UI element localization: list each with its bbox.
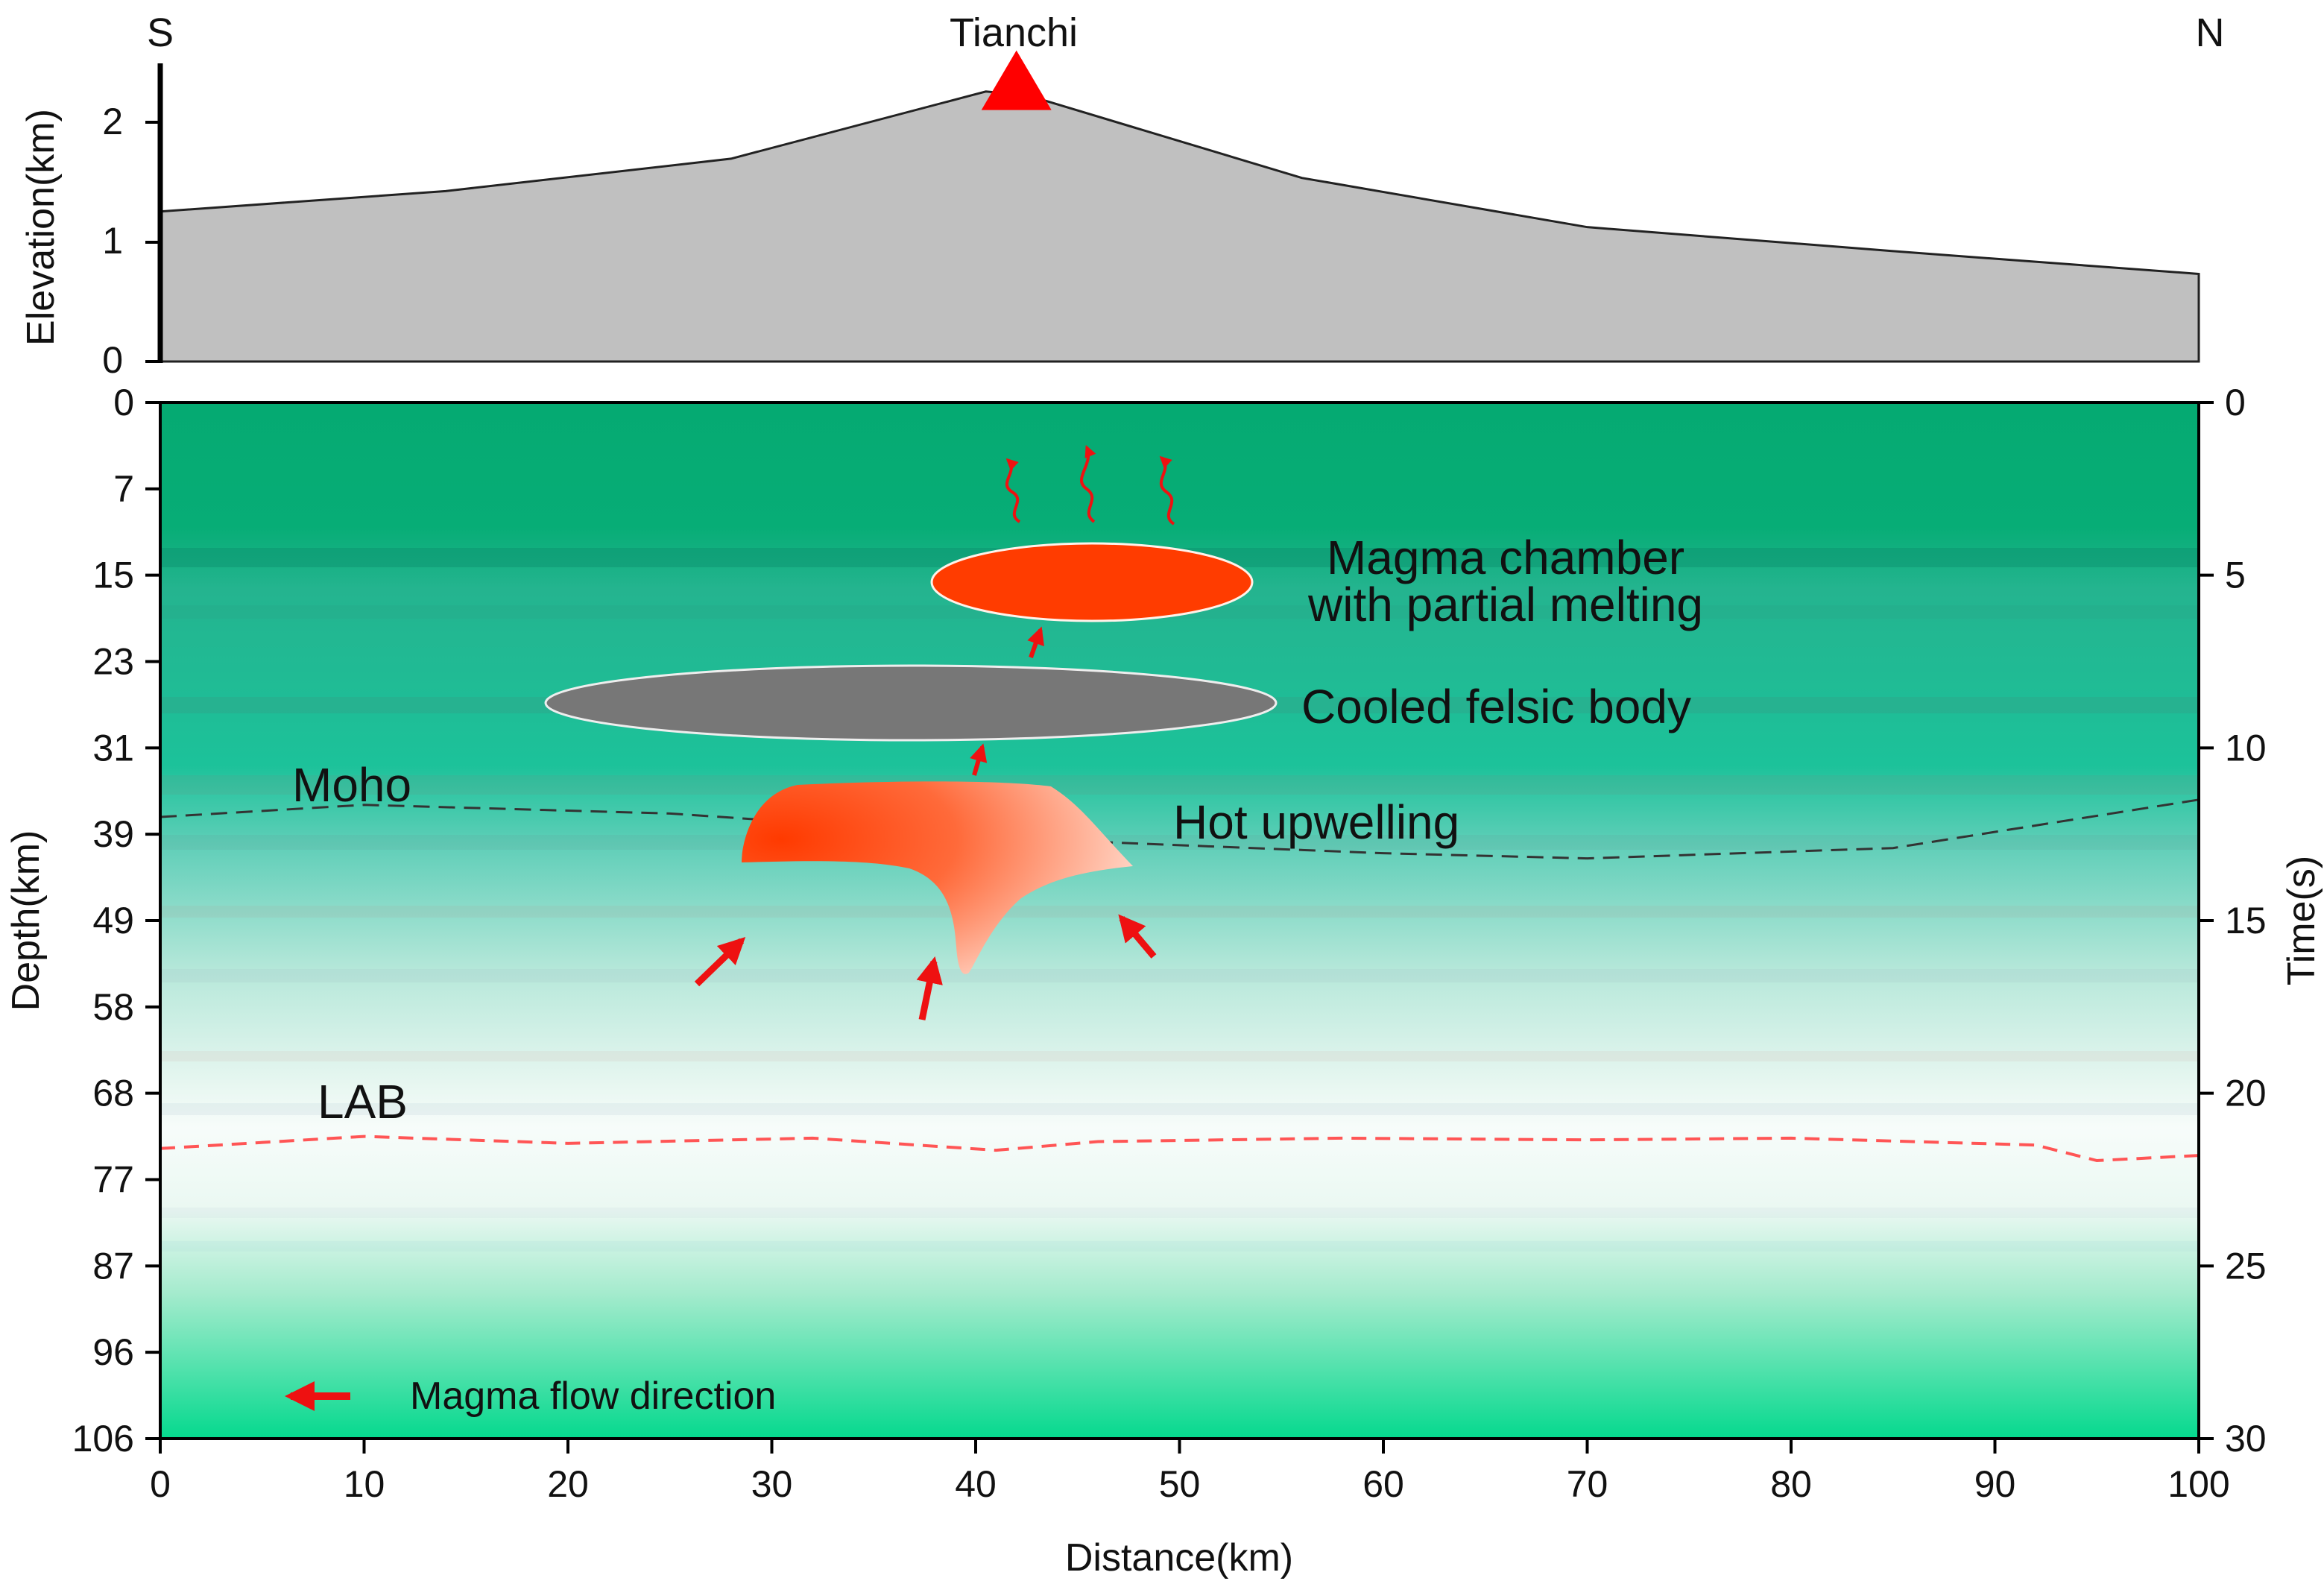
- section-panel: Magma chamber with partial melting Coole…: [159, 401, 2200, 1440]
- depth-tick-label: 39: [92, 813, 134, 855]
- depth-tick-label: 96: [92, 1331, 134, 1373]
- legend-label: Magma flow direction: [410, 1375, 776, 1418]
- time-tick-label: 10: [2225, 727, 2267, 769]
- distance-tick-label: 20: [547, 1463, 589, 1505]
- distance-tick-label: 50: [1159, 1463, 1201, 1505]
- depth-tick-label: 23: [92, 641, 134, 683]
- magma-chamber: [930, 542, 1254, 622]
- depth-tick-label: 77: [92, 1159, 134, 1201]
- magma-chamber-label-line2: with partial melting: [1307, 578, 1703, 631]
- distance-tick-label: 100: [2167, 1463, 2229, 1505]
- depth-tick-label: 31: [92, 727, 134, 769]
- volcano-triangle-icon: [981, 50, 1052, 110]
- distance-axis-title: Distance(km): [1065, 1536, 1293, 1580]
- distance-tick-label: 60: [1362, 1463, 1404, 1505]
- elevation-panel: 0 1 2 Elevation(km) S N Tianchi: [19, 10, 2225, 381]
- distance-tick-label: 40: [955, 1463, 997, 1505]
- depth-axis: 0 7 15 23 31 39 49 58 68 77 87 96 106: [72, 382, 160, 1459]
- depth-tick-label: 106: [72, 1418, 134, 1459]
- hot-upwelling-label: Hot upwelling: [1173, 795, 1459, 849]
- flow-arrow-center: [916, 956, 943, 1020]
- heat-wave-arrow-3: [1159, 455, 1175, 526]
- time-tick-label: 0: [2225, 382, 2246, 423]
- flow-arrow-upwelling-to-felsic: [970, 743, 988, 776]
- elevation-tick-label-0: 0: [102, 339, 123, 381]
- time-axis-title: Time(s): [2280, 856, 2323, 985]
- moho-label: Moho: [292, 758, 411, 812]
- elevation-profile-fill: [159, 90, 2200, 363]
- elevation-axis-title: Elevation(km): [19, 109, 63, 346]
- time-tick-label: 5: [2225, 555, 2246, 596]
- time-tick-label: 15: [2225, 900, 2267, 941]
- time-tick-label: 25: [2225, 1245, 2267, 1287]
- volcano-label: Tianchi: [950, 10, 1078, 55]
- cooled-felsic-label: Cooled felsic body: [1301, 680, 1691, 733]
- distance-tick-label: 70: [1567, 1463, 1608, 1505]
- flow-arrow-felsic-to-chamber: [1027, 626, 1044, 658]
- moho-dashed-line: [160, 798, 2200, 860]
- lab-dashed-line: [160, 1135, 2200, 1163]
- depth-axis-title: Depth(km): [4, 830, 48, 1012]
- heat-wave-arrows: [1005, 445, 1175, 526]
- north-label: N: [2196, 10, 2225, 55]
- distance-tick-label: 80: [1770, 1463, 1812, 1505]
- depth-tick-label: 87: [92, 1245, 134, 1287]
- time-tick-label: 20: [2225, 1073, 2267, 1114]
- elevation-tick-label-1: 1: [102, 220, 123, 262]
- time-axis: 0 5 10 15 20 25 30: [2199, 382, 2267, 1459]
- distance-tick-label: 0: [150, 1463, 171, 1505]
- distance-tick-label: 90: [1974, 1463, 2016, 1505]
- south-label: S: [147, 10, 174, 55]
- flow-arrow-left: [694, 936, 746, 987]
- depth-tick-label: 15: [92, 555, 134, 596]
- heat-wave-arrow-2: [1080, 445, 1096, 523]
- depth-tick-label: 0: [113, 382, 134, 423]
- magma-chamber-label-line1: Magma chamber: [1327, 531, 1684, 584]
- distance-axis: 0 10 20 30 40 50 60 70 80 90 100: [150, 1439, 2230, 1505]
- distance-tick-label: 10: [344, 1463, 385, 1505]
- elevation-tick-label-2: 2: [102, 101, 123, 142]
- depth-tick-label: 58: [92, 986, 134, 1028]
- hot-upwelling-body: [742, 781, 1133, 974]
- depth-tick-label: 7: [113, 468, 134, 510]
- depth-tick-label: 68: [92, 1073, 134, 1114]
- flow-arrow-right: [1118, 914, 1157, 959]
- depth-tick-label: 49: [92, 900, 134, 941]
- distance-tick-label: 30: [751, 1463, 793, 1505]
- heat-wave-arrow-1: [1005, 458, 1021, 523]
- time-tick-label: 30: [2225, 1418, 2267, 1459]
- cooled-felsic-body: [544, 664, 1278, 742]
- lab-label: LAB: [318, 1075, 408, 1129]
